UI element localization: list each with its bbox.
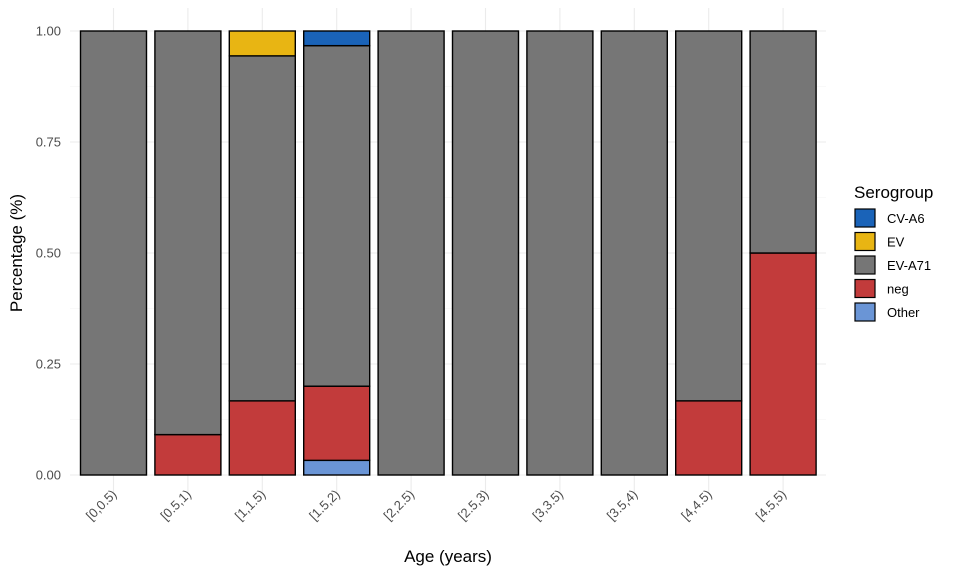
bar-segment-ev-a71: [749, 30, 817, 254]
bar-segment-ev-a71: [79, 30, 148, 476]
legend-swatch: [854, 231, 876, 252]
bar-segment-ev-a71: [154, 30, 222, 436]
bar-segment-ev-a71: [303, 44, 371, 387]
y-tick-label: 0.00: [36, 468, 61, 483]
x-tick-label: [1,1.5): [232, 487, 269, 524]
y-tick-label: 1.00: [36, 24, 61, 39]
x-tick-label: [4,4.5): [678, 487, 715, 524]
legend-title: Serogroup: [854, 183, 933, 202]
x-axis-title: Age (years): [404, 547, 492, 566]
bar-stack: [79, 30, 148, 476]
legend-item: EV: [854, 231, 905, 252]
x-tick-label: [2,2.5): [381, 487, 418, 524]
bar-stack: [675, 30, 743, 476]
bar-segment-neg: [303, 385, 371, 462]
y-tick-label: 0.50: [36, 246, 61, 261]
bar-stack: [377, 30, 445, 476]
bar-segment-neg: [154, 433, 222, 476]
bar-segment-cv-a6: [303, 30, 371, 47]
y-axis-ticks: 0.00 0.25 0.50 0.75 1.00: [36, 24, 61, 483]
bar-segment-ev-a71: [600, 30, 668, 476]
bar-segment-ev-a71: [228, 55, 297, 402]
legend: Serogroup CV-A6 EV EV-A71 neg Other: [854, 183, 933, 322]
legend-label: EV-A71: [887, 258, 931, 273]
bar-stack: [154, 30, 222, 476]
x-axis-ticks: [0,0.5) [0.5,1) [1,1.5) [1.5,2) [2,2.5) [2.5,…: [83, 487, 789, 524]
legend-item: CV-A6: [854, 208, 925, 228]
x-tick-label: [1.5,2): [306, 487, 343, 524]
bar-stack: [600, 30, 668, 476]
legend-label: CV-A6: [887, 211, 925, 226]
legend-label: neg: [887, 282, 909, 297]
x-tick-label: [4.5,5): [753, 487, 790, 524]
bar-stack: [526, 30, 594, 476]
bar-stack: [228, 30, 297, 476]
bar-stack: [451, 30, 520, 476]
bar-segment-neg: [749, 252, 817, 476]
legend-label: Other: [887, 305, 920, 320]
x-tick-label: [0.5,1): [157, 487, 194, 524]
bar-segment-ev-a71: [451, 30, 520, 476]
x-tick-label: [3.5,4): [604, 487, 641, 524]
legend-item: neg: [854, 278, 909, 299]
bar-segment-other: [303, 459, 371, 476]
y-tick-label: 0.25: [36, 357, 61, 372]
bar-segment-ev-a71: [377, 30, 445, 476]
legend-swatch: [854, 208, 876, 228]
legend-swatch: [854, 302, 876, 322]
y-tick-label: 0.75: [36, 135, 61, 150]
legend-label: EV: [887, 235, 905, 250]
bar-segment-neg: [675, 400, 743, 476]
x-tick-label: [2.5,3): [455, 487, 492, 524]
legend-swatch: [854, 278, 876, 299]
bar-segment-ev: [228, 30, 297, 57]
bar-segment-ev-a71: [526, 30, 594, 476]
x-tick-label: [0,0.5): [83, 487, 120, 524]
bars: [79, 30, 817, 476]
bar-stack: [303, 30, 371, 476]
legend-swatch: [854, 255, 876, 275]
bar-segment-ev-a71: [675, 30, 743, 402]
legend-item: Other: [854, 302, 920, 322]
bar-segment-neg: [228, 400, 297, 476]
legend-item: EV-A71: [854, 255, 931, 275]
bar-stack: [749, 30, 817, 476]
y-axis-title: Percentage (%): [7, 194, 26, 312]
x-tick-label: [3,3.5): [529, 487, 566, 524]
